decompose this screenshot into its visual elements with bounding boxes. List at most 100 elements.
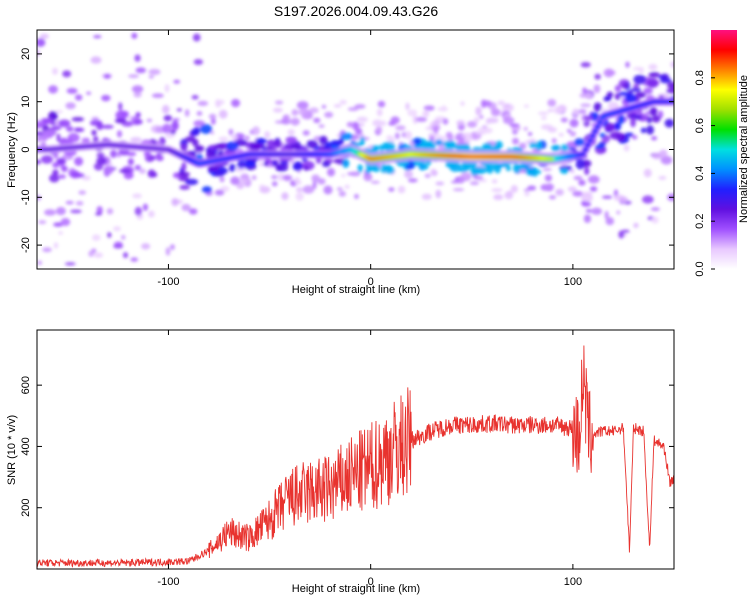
spectrogram-noise-blob (218, 136, 229, 142)
spectrogram-noise-blob (282, 174, 293, 181)
spectrogram-blob (595, 144, 605, 150)
spectrogram-noise-blob (475, 106, 482, 116)
spectrogram-noise-blob (347, 107, 359, 112)
spectrogram-noise-blob (113, 241, 123, 248)
spectrogram-blob (91, 129, 97, 136)
spectrogram-noise-blob (106, 208, 114, 215)
spectrogram-noise-blob (651, 216, 659, 224)
spectrogram-noise-blob (147, 210, 155, 218)
spectrogram-blob (71, 116, 85, 122)
spectrogram-noise-blob (540, 115, 547, 121)
spectrogram-noise-blob (650, 207, 660, 212)
spectrogram-noise-blob (502, 103, 514, 113)
spectrogram-blob (575, 159, 585, 170)
spectrogram-noise-blob (121, 235, 126, 240)
spectrogram-noise-blob (493, 194, 504, 201)
colorbar-tick-label: 0.0 (694, 261, 706, 276)
spectrogram-noise-blob (527, 132, 533, 136)
spectrogram-blob (271, 160, 279, 167)
spectrogram-noise-blob (490, 108, 501, 117)
spectrogram-noise-blob (466, 120, 478, 128)
spectrogram-noise-blob (290, 117, 300, 126)
spectrogram-blob (163, 114, 172, 122)
spectrogram-noise-blob (134, 206, 142, 216)
spectrogram-noise-blob (633, 222, 639, 228)
spectrogram-noise-blob (272, 107, 283, 113)
spectrogram-blob (119, 168, 132, 174)
spectrogram-noise-blob (633, 83, 640, 88)
spectrogram-noise-blob (298, 108, 310, 116)
spectrogram-noise-blob (582, 87, 588, 94)
spectrogram-noise-blob (93, 35, 102, 39)
spectrogram-blob (640, 127, 647, 134)
spectrogram-blob (412, 159, 424, 166)
spectrogram-noise-blob (560, 117, 568, 123)
spectrogram-blob (666, 88, 674, 94)
spectrogram-noise-blob (74, 94, 83, 101)
spectrogram-noise-blob (131, 32, 138, 39)
spectrogram-blob (630, 117, 636, 128)
spectrogram-noise-blob (548, 195, 557, 200)
spectrogram-noise-blob (477, 127, 488, 132)
spectrogram-noise-blob (394, 132, 400, 140)
spectrogram-blob (435, 139, 443, 146)
spectrogram-noise-blob (336, 187, 343, 191)
spectrogram-blob (649, 106, 658, 116)
snr-panel: -100 0 100 200 400 600 Height of straight lin… (6, 329, 675, 595)
spectrogram-noise-blob (130, 137, 142, 143)
spectrogram-noise-blob (642, 195, 654, 204)
spectrogram-blob (75, 127, 85, 133)
spectrogram-noise-blob (423, 105, 435, 111)
spectrogram-blob (413, 137, 422, 145)
spectrogram-noise-blob (281, 192, 289, 201)
spectrogram-noise-blob (309, 107, 319, 114)
spectrogram-blob (630, 87, 642, 92)
spectrogram-blob (372, 148, 378, 153)
spectrogram-blob (96, 157, 107, 165)
spectrogram-blob (49, 174, 60, 183)
spectrogram-noise-blob (593, 84, 601, 94)
spectrogram-noise-blob (170, 244, 175, 250)
spectrogram-ytick-label: 20 (20, 48, 32, 60)
spectrogram-ylabel: Frequency (Hz) (6, 112, 18, 188)
spectrogram-blob (56, 157, 66, 165)
spectrogram-blob (237, 161, 246, 169)
spectrogram-noise-blob (318, 124, 325, 128)
spectrogram-noise-blob (161, 104, 170, 114)
spectrogram-noise-blob (648, 63, 658, 71)
spectrogram-noise-blob (524, 191, 530, 197)
spectrogram-noise-blob (282, 114, 290, 123)
spectrogram-noise-blob (107, 232, 112, 238)
spectrogram-noise-blob (53, 153, 59, 159)
spectrogram-blob (455, 144, 466, 152)
spectrogram-noise-blob (295, 192, 304, 201)
spectrogram-blob (67, 132, 80, 143)
spectrogram-blob (614, 121, 622, 131)
spectrogram-blob (484, 163, 491, 173)
spectrogram-noise-blob (91, 116, 100, 121)
spectrogram-noise-blob (573, 175, 583, 181)
spectrogram-noise-blob (584, 92, 593, 99)
spectrogram-noise-blob (96, 152, 105, 158)
snr-xtick-label: 100 (564, 576, 582, 588)
spectrogram-blob (551, 144, 561, 152)
spectrogram-blob (201, 186, 212, 194)
spectrogram-blob (465, 161, 475, 168)
spectrogram-noise-blob (208, 113, 217, 120)
spectrogram-noise-blob (625, 61, 630, 68)
spectrogram-noise-blob (244, 135, 250, 141)
spectrogram-blob (609, 131, 623, 140)
spectrogram-ytick-label: -10 (20, 189, 32, 205)
spectrogram-noise-blob (171, 198, 179, 207)
spectrogram-noise-blob (321, 104, 327, 109)
spectrogram-blob (516, 164, 527, 170)
spectrogram-blob (659, 77, 672, 84)
spectrogram-noise-blob (588, 175, 600, 184)
spectrogram-noise-blob (540, 124, 553, 130)
spectrogram-blob (170, 129, 176, 135)
spectrogram-noise-blob (407, 178, 418, 183)
spectrogram-noise-blob (435, 189, 442, 199)
spectrogram-noise-blob (497, 100, 506, 106)
spectrogram-blob (73, 173, 85, 178)
spectrogram-blob (178, 171, 190, 177)
